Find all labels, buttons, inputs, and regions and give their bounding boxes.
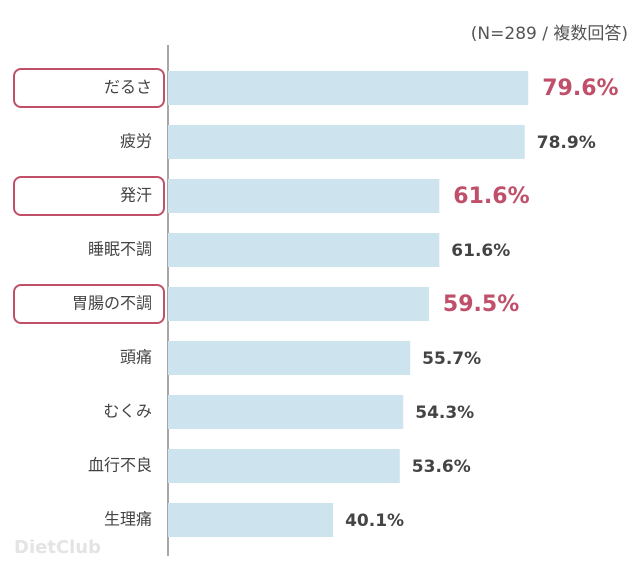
bar — [168, 125, 525, 159]
value-label: 55.7% — [422, 349, 481, 369]
value-label: 40.1% — [345, 511, 404, 531]
bar — [168, 395, 404, 429]
value-label: 53.6% — [412, 457, 471, 477]
bar — [168, 449, 400, 483]
bar — [168, 233, 440, 267]
label-box — [13, 284, 165, 324]
bar — [168, 341, 411, 375]
category-label: 睡眠不調 — [88, 240, 152, 259]
category-label: 疲労 — [120, 132, 152, 151]
value-label: 61.6% — [453, 184, 529, 209]
bar — [168, 503, 334, 537]
category-label: 発汗 — [120, 186, 152, 205]
category-label: むくみ — [103, 402, 152, 421]
bar — [168, 179, 440, 213]
label-box — [13, 176, 165, 216]
annotation: (N=289 / 複数回答) — [471, 24, 628, 44]
category-label: だるさ — [104, 78, 152, 97]
category-label: 胃腸の不調 — [72, 294, 152, 313]
value-label: 59.5% — [443, 292, 519, 317]
value-label: 61.6% — [451, 241, 510, 261]
category-label: 生理痛 — [104, 510, 152, 529]
category-label: 血行不良 — [88, 456, 152, 475]
watermark: DietClub — [14, 537, 101, 558]
bar — [168, 287, 429, 321]
value-label: 79.6% — [542, 76, 618, 101]
category-label: 頭痛 — [120, 348, 152, 367]
bar — [168, 71, 529, 105]
value-label: 54.3% — [415, 403, 474, 423]
value-label: 78.9% — [537, 133, 596, 153]
label-box — [13, 68, 165, 108]
